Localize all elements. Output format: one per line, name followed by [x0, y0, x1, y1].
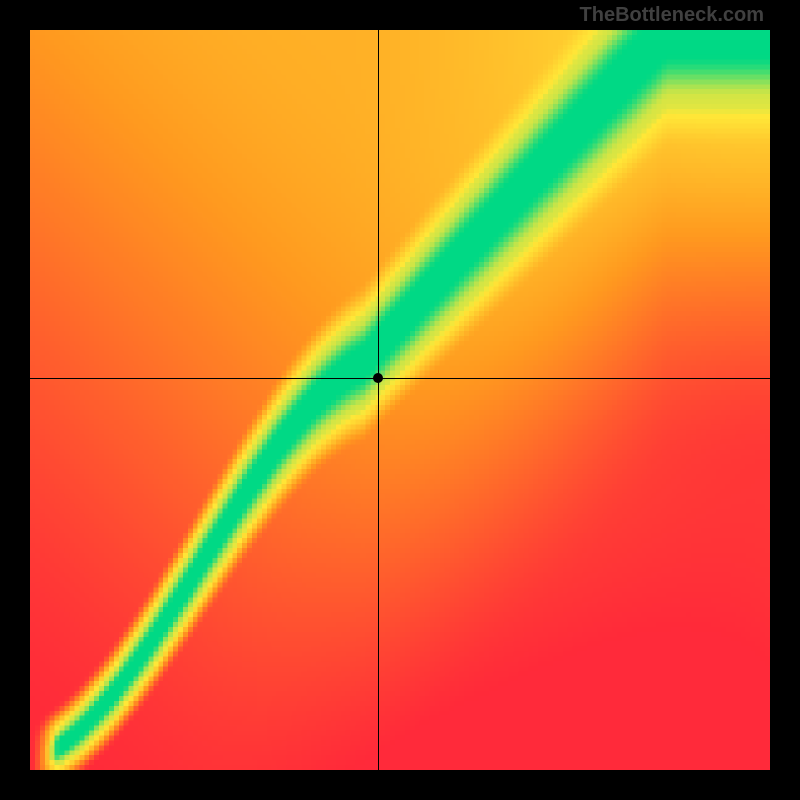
crosshair-horizontal [30, 378, 770, 379]
chart-container: TheBottleneck.com [0, 0, 800, 800]
crosshair-marker[interactable] [373, 373, 383, 383]
crosshair-vertical [378, 30, 379, 770]
plot-area [30, 30, 770, 770]
heatmap-canvas [30, 30, 770, 770]
watermark-text: TheBottleneck.com [580, 4, 764, 27]
